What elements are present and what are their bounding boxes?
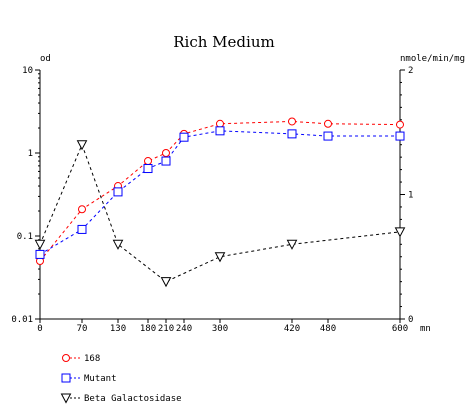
chart-title: Rich Medium bbox=[173, 33, 274, 51]
data-point-0 bbox=[162, 149, 170, 157]
data-point-1 bbox=[215, 126, 225, 136]
x-tick-label: 130 bbox=[110, 324, 126, 334]
x-tick-label: 180 bbox=[140, 324, 156, 334]
left-tick-label: 1 bbox=[28, 149, 33, 159]
x-tick-label: 0 bbox=[37, 324, 42, 334]
legend-marker bbox=[61, 373, 71, 383]
data-point-2 bbox=[394, 227, 406, 238]
right-tick-label: 2 bbox=[408, 66, 413, 76]
x-axis-label: mn bbox=[420, 324, 431, 334]
x-tick-label: 420 bbox=[284, 324, 300, 334]
data-point-0 bbox=[324, 119, 332, 128]
x-tick-label: 480 bbox=[320, 324, 336, 334]
x-tick-label: 240 bbox=[176, 324, 192, 334]
data-point-1 bbox=[179, 132, 189, 142]
legend-label: Mutant bbox=[84, 374, 117, 384]
data-point-2 bbox=[112, 239, 124, 250]
data-point-1 bbox=[77, 224, 87, 234]
x-tick-label: 600 bbox=[392, 324, 408, 334]
legend-label: Beta Galactosidase bbox=[84, 394, 182, 404]
x-tick-label: 210 bbox=[158, 324, 174, 334]
data-point-2 bbox=[34, 239, 46, 250]
data-point-2 bbox=[286, 239, 298, 250]
data-point-0 bbox=[78, 205, 86, 214]
series-line-1 bbox=[39, 130, 400, 255]
legend-label: 168 bbox=[84, 354, 100, 364]
data-point-1 bbox=[395, 131, 405, 141]
data-point-1 bbox=[35, 249, 45, 259]
right-tick-label: 1 bbox=[408, 191, 413, 201]
data-point-1 bbox=[143, 164, 153, 174]
data-point-1 bbox=[113, 187, 123, 197]
x-tick-label: 300 bbox=[212, 324, 228, 334]
data-point-2 bbox=[160, 277, 172, 288]
right-tick-label: 0 bbox=[408, 315, 413, 325]
x-tick-label: 70 bbox=[77, 324, 88, 334]
left-tick-label: 0.1 bbox=[17, 232, 33, 242]
legend-marker bbox=[62, 354, 70, 362]
data-point-0 bbox=[288, 117, 296, 126]
data-point-2 bbox=[76, 140, 88, 151]
data-point-0 bbox=[216, 119, 224, 128]
data-point-0 bbox=[396, 120, 404, 129]
series-line-0 bbox=[39, 120, 401, 262]
left-tick-label: 10 bbox=[22, 66, 33, 76]
left-axis-label: od bbox=[40, 54, 51, 64]
data-point-1 bbox=[287, 129, 297, 139]
legend-marker bbox=[60, 393, 72, 404]
data-point-0 bbox=[144, 157, 152, 166]
data-point-1 bbox=[323, 131, 333, 141]
data-point-2 bbox=[214, 252, 226, 263]
left-tick-label: 0.01 bbox=[11, 315, 33, 325]
data-point-1 bbox=[161, 156, 171, 166]
right-axis-label: nmole/min/mg bbox=[400, 54, 465, 64]
